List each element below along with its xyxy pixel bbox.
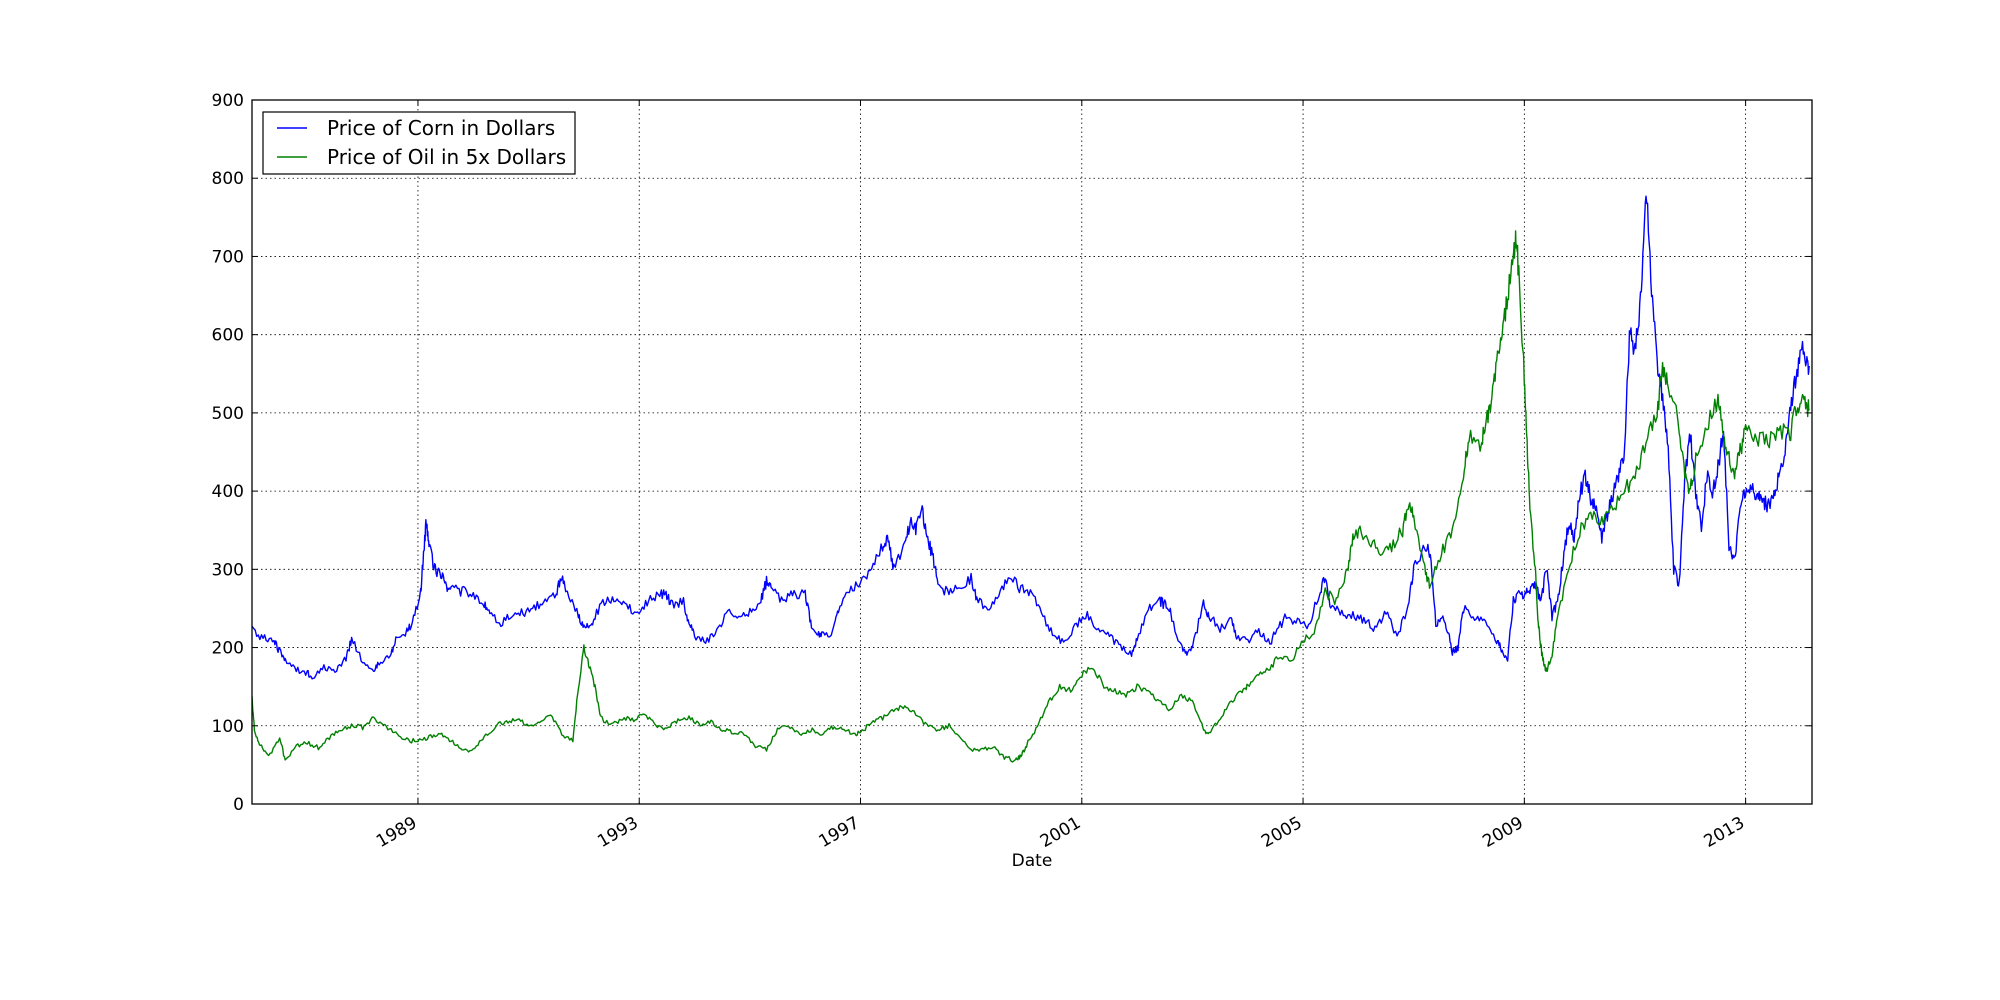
legend-entry: Price of Corn in Dollars — [327, 116, 555, 140]
y-tick-label: 900 — [212, 91, 244, 111]
x-tick-label: 2005 — [1258, 813, 1305, 852]
x-axis: 1989 1993 1997 2001 2005 2009 2013 — [373, 100, 1748, 852]
y-tick-label: 400 — [212, 482, 244, 502]
grid-lines — [252, 99, 1812, 805]
y-tick-label: 0 — [233, 795, 244, 815]
x-tick-label: 2013 — [1701, 813, 1748, 852]
plot-frame — [251, 99, 1813, 805]
legend-box — [262, 111, 576, 175]
series-line-2 — [252, 230, 1810, 763]
y-tick-label: 500 — [212, 404, 244, 424]
y-tick-label: 800 — [212, 169, 244, 189]
legend-entry: Price of Oil in 5x Dollars — [327, 145, 566, 169]
y-tick-label: 100 — [212, 717, 244, 737]
x-tick-label: 1989 — [373, 813, 420, 852]
x-tick-label: 1993 — [594, 813, 641, 852]
y-tick-label: 200 — [212, 639, 244, 659]
y-tick-label: 300 — [212, 560, 244, 580]
x-tick-label: 2001 — [1037, 813, 1084, 852]
y-tick-label: 600 — [212, 326, 244, 346]
x-tick-label: 2009 — [1479, 813, 1526, 852]
series-line-1 — [252, 195, 1810, 680]
y-tick-label: 700 — [212, 247, 244, 267]
series-layer — [252, 195, 1810, 763]
x-axis-label: Date — [1012, 851, 1053, 871]
x-tick-label: 1997 — [816, 813, 863, 852]
legend: Price of Corn in Dollars Price of Oil in … — [262, 111, 576, 175]
y-axis: 0 100 200 300 400 500 600 700 800 900 — [212, 91, 1812, 815]
